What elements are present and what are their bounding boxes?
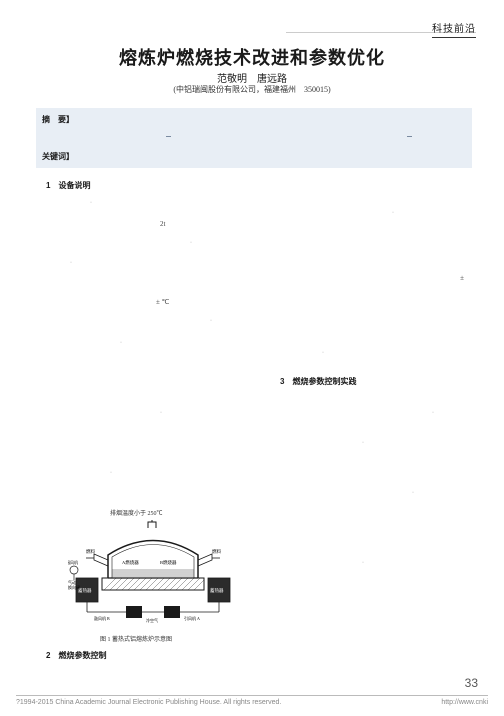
paper-title: 熔炼炉燃烧技术改进和参数优化 — [0, 44, 504, 70]
section-heading-3: 3 燃烧参数控制实践 — [280, 376, 356, 387]
body-symbol: ± — [460, 274, 464, 282]
dot-icon: · — [190, 240, 192, 246]
fig-label-valve: 换向阀 — [68, 584, 80, 590]
section-heading-1: 1 设备说明 — [46, 180, 90, 191]
dot-icon: · — [160, 410, 162, 416]
abstract-box: 摘 要】 关键词】 — [36, 108, 472, 168]
dot-icon: · — [392, 210, 394, 216]
page-number: 33 — [465, 676, 478, 690]
dot-icon: · — [322, 350, 324, 356]
paper-authors: 范敬明 唐远路 — [0, 70, 504, 85]
figure-caption: 图 1 蓄热式铝熔炼炉示意图 — [100, 634, 172, 643]
fig-label-right-box: 蓄热器 — [210, 587, 224, 594]
dot-icon: · — [120, 340, 122, 346]
fig-label-left-burner: 燃料 — [86, 548, 95, 555]
dot-icon: · — [412, 490, 414, 496]
body-symbol: 2t — [160, 220, 165, 228]
dot-icon: · — [70, 260, 72, 266]
category-label: 科技前沿 — [432, 20, 476, 38]
section-heading-2: 2 燃烧参数控制 — [46, 650, 106, 661]
fig-label-coldair: 冷空气 — [146, 617, 158, 623]
furnace-diagram-svg: 燃料 燃料 蓄热器 蓄热器 A燃烧器 B燃烧器 气动 换向阀 鼓风机 B 冷空气… — [68, 520, 238, 630]
fig-label-right-burner: 燃料 — [212, 548, 221, 555]
footer-copyright: ?1994-2015 China Academic Journal Electr… — [16, 699, 281, 706]
fig-label-blower: 鼓风机 B — [94, 615, 110, 621]
footer-bar: ?1994-2015 China Academic Journal Electr… — [16, 695, 488, 706]
dot-icon: · — [362, 560, 364, 566]
dot-icon: · — [432, 410, 434, 416]
paper-affiliation: (中铝瑞闽股份有限公司，福建福州 350015) — [0, 84, 504, 95]
footer-url: http://www.cnki — [441, 699, 488, 706]
fig-label-b: B燃烧器 — [160, 559, 177, 566]
fig-label-induced: 引风机 A — [184, 615, 200, 621]
dot-icon: · — [210, 318, 212, 324]
body-symbol: ± ℃ — [156, 298, 169, 306]
fig-label-left-box: 蓄热器 — [78, 587, 92, 594]
figure-1: 燃料 燃料 蓄热器 蓄热器 A燃烧器 B燃烧器 气动 换向阀 鼓风机 B 冷空气… — [68, 520, 238, 630]
abstract-dash-icon — [166, 136, 171, 137]
figure-top-label: 排烟温度小于 250℃ — [110, 508, 163, 517]
fig-label-a: A燃烧器 — [122, 559, 139, 566]
dot-icon: · — [90, 200, 92, 206]
keywords-label: 关键词】 — [42, 151, 74, 162]
dot-icon: · — [362, 440, 364, 446]
abstract-dash-icon — [407, 136, 412, 137]
abstract-label: 摘 要】 — [42, 114, 74, 125]
fig-label-fan: 排烟风机 — [68, 559, 78, 565]
dot-icon: · — [110, 470, 112, 476]
